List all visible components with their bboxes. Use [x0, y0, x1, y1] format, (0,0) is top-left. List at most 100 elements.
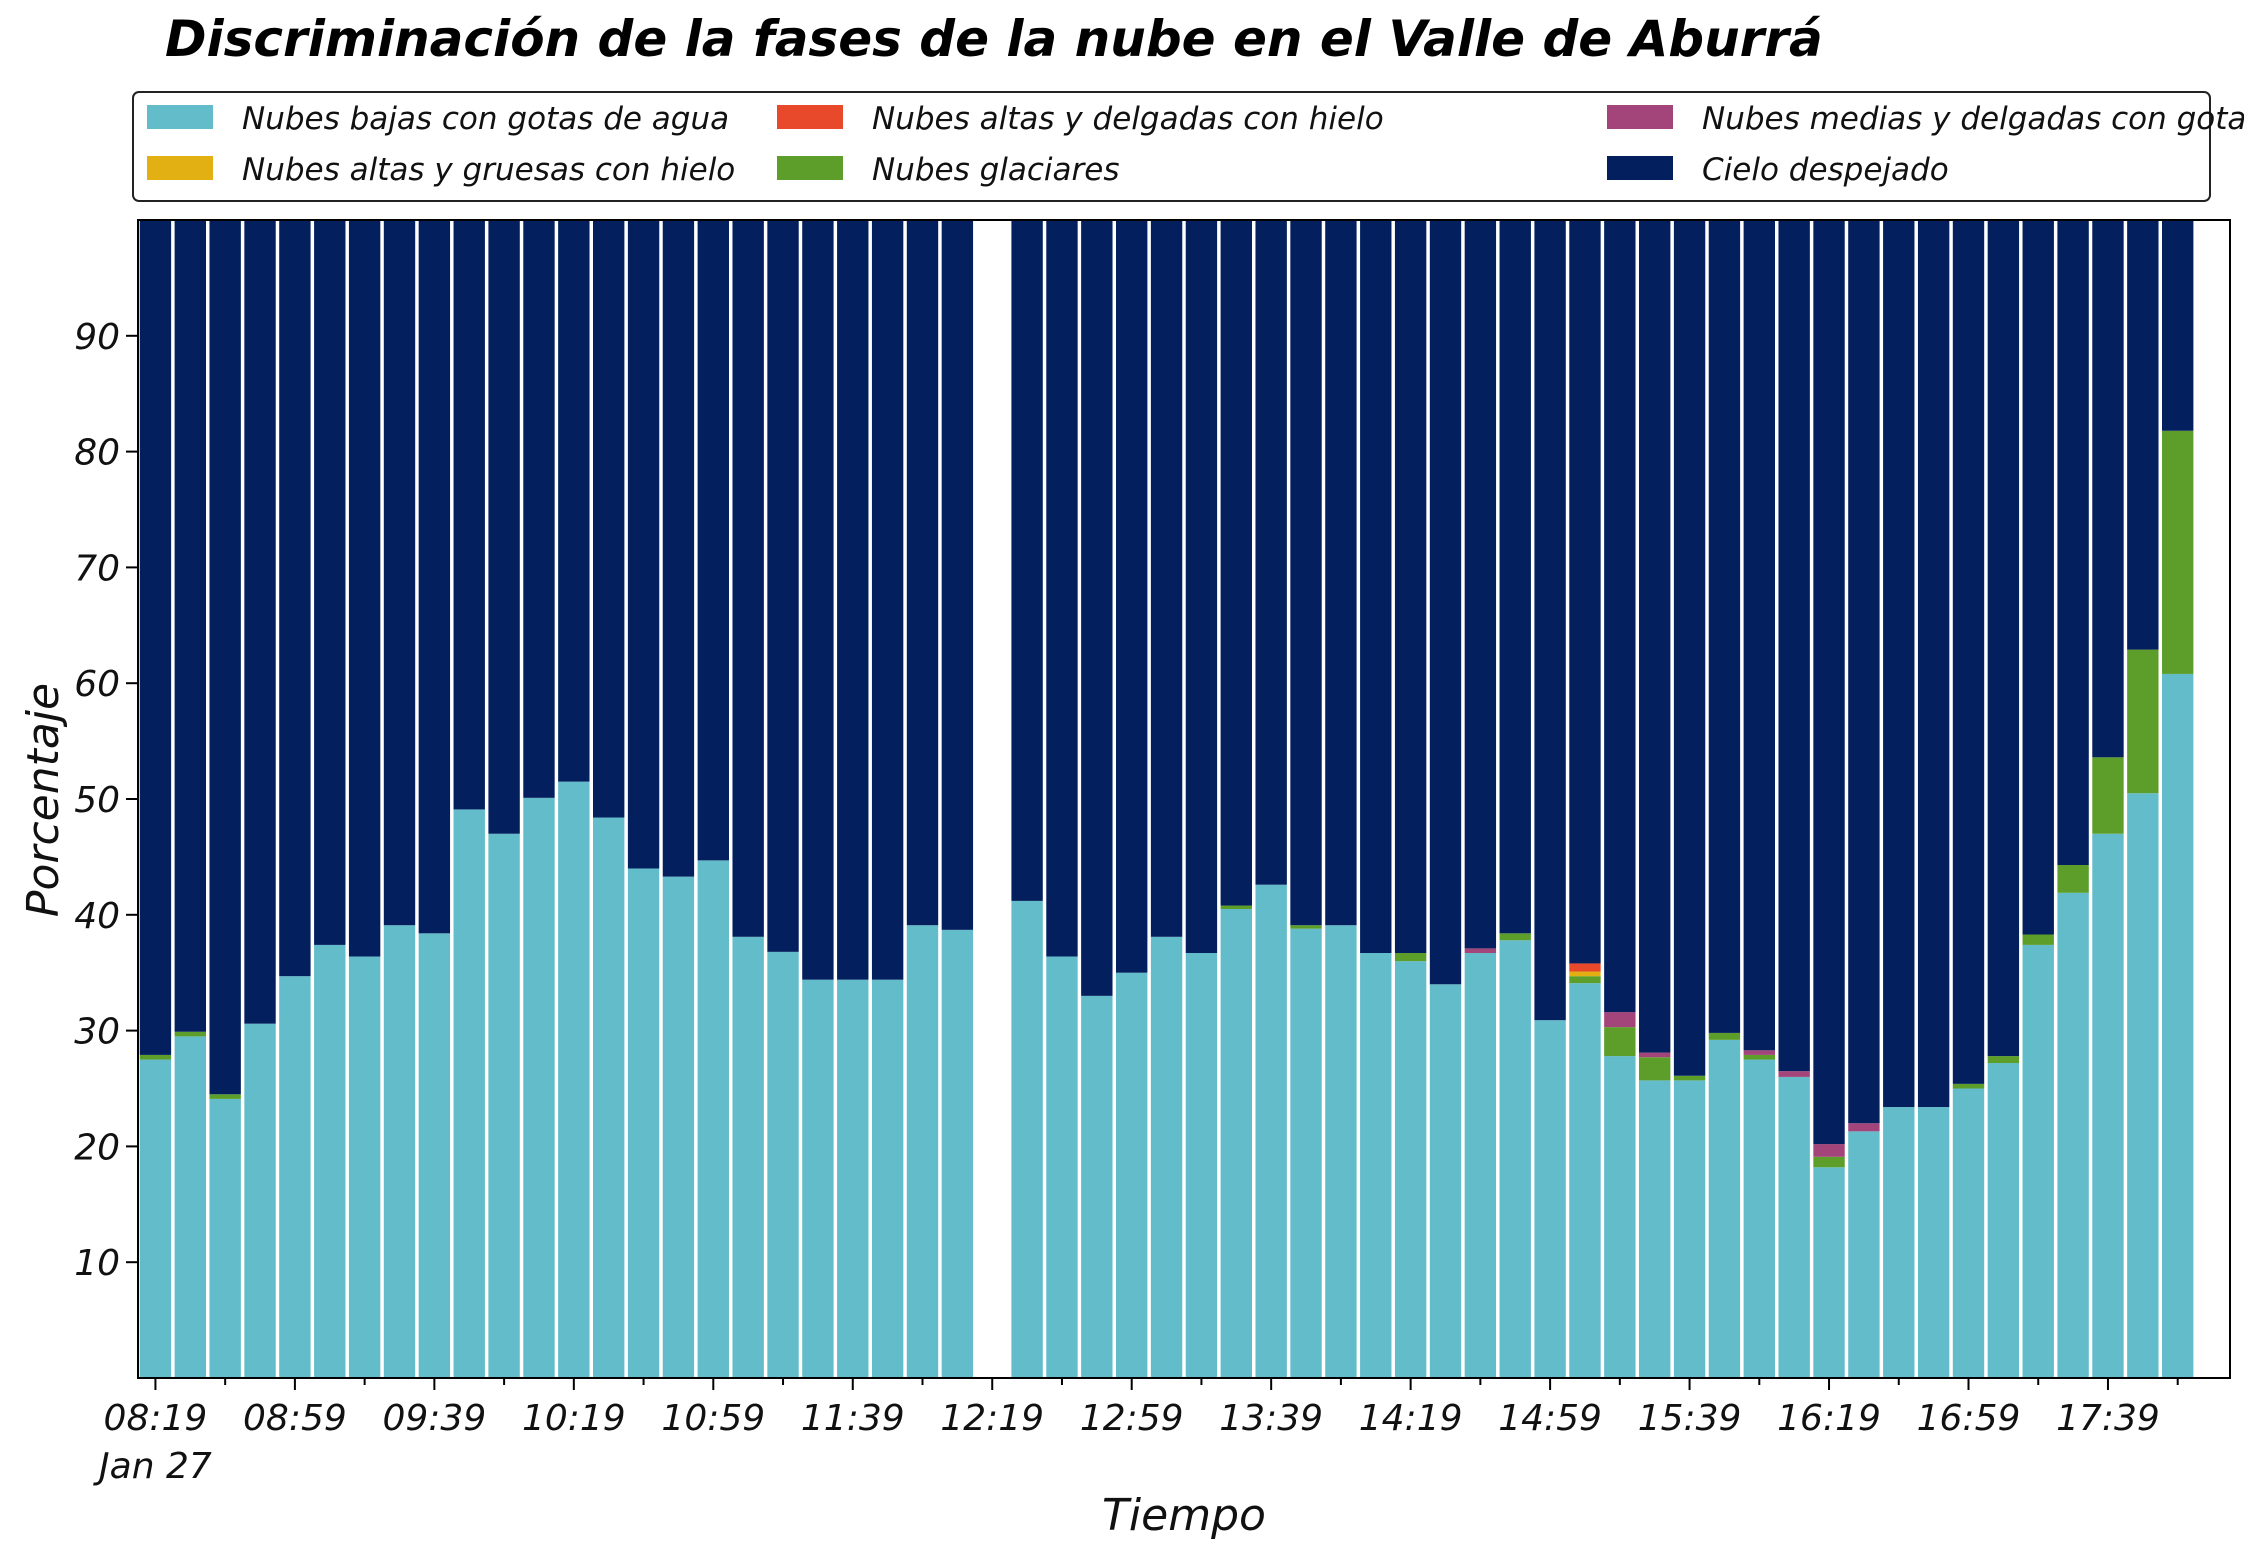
bar-1739-nubes-bajas-con-gotas-de-agua	[2092, 833, 2124, 1378]
bar-1759-nubes-glaciares	[2162, 430, 2194, 674]
bar-1659-nubes-glaciares	[1952, 1083, 1985, 1089]
bar-1209-cielo-despejado	[941, 220, 974, 930]
bar-1159-nubes-bajas-con-gotas-de-agua	[906, 925, 939, 1378]
chart-title: Discriminación de la fases de la nube en…	[165, 10, 1823, 68]
x-tick-label-1139: 11:39	[801, 1398, 905, 1439]
bar-1459-nubes-bajas-con-gotas-de-agua	[1534, 1020, 1566, 1378]
bar-1609-nubes-bajas-con-gotas-de-agua	[1778, 1076, 1810, 1378]
bar-1309-nubes-bajas-con-gotas-de-agua	[1150, 936, 1183, 1378]
bar-0849-cielo-despejado	[244, 220, 276, 1024]
bar-1429-cielo-despejado	[1429, 220, 1462, 985]
bar-1629-nubes-bajas-con-gotas-de-agua	[1848, 1131, 1880, 1378]
x-axis-label: Tiempo	[1102, 1490, 1266, 1541]
x-tick-label-1019: 10:19	[522, 1398, 626, 1439]
bar-1329-nubes-bajas-con-gotas-de-agua	[1220, 909, 1252, 1378]
legend-swatch-nubes-medias-y-delgadas-con-gotas-de-agua	[1607, 105, 1673, 129]
bar-1119-cielo-despejado	[767, 220, 799, 952]
x-axis: 08:19 Jan 27 08:59 09:39 10:19 10:59 11:39 12:1…	[93, 1378, 2179, 1487]
bar-1439-cielo-despejado	[1464, 220, 1497, 949]
bar-1459-cielo-despejado	[1534, 220, 1566, 1021]
bar-1719-nubes-bajas-con-gotas-de-agua	[2022, 944, 2054, 1378]
bars-area	[139, 220, 2194, 1378]
bar-1039-nubes-bajas-con-gotas-de-agua	[627, 868, 660, 1378]
bar-0939-nubes-bajas-con-gotas-de-agua	[418, 933, 451, 1378]
bar-0859-cielo-despejado	[279, 220, 311, 977]
legend-label-nubes-medias-y-delgadas-con-gotas-de-agua: Nubes medias y delgadas con gotas de agu…	[1702, 101, 2244, 137]
bar-0829-nubes-glaciares	[174, 1031, 206, 1037]
legend-swatch-nubes-altas-y-gruesas-con-hielo	[147, 156, 213, 180]
bar-0849-nubes-bajas-con-gotas-de-agua	[244, 1023, 276, 1378]
bar-1139-nubes-bajas-con-gotas-de-agua	[837, 979, 869, 1378]
bar-1739-nubes-glaciares	[2092, 757, 2124, 834]
bar-1009-nubes-bajas-con-gotas-de-agua	[523, 797, 555, 1378]
bar-0959-nubes-bajas-con-gotas-de-agua	[488, 833, 520, 1378]
bar-1449-cielo-despejado	[1499, 220, 1531, 934]
bar-0859-nubes-bajas-con-gotas-de-agua	[279, 976, 311, 1378]
bar-1329-nubes-glaciares	[1220, 905, 1252, 910]
x-tick-label-1619: 16:19	[1777, 1398, 1881, 1439]
bar-1039-cielo-despejado	[627, 220, 660, 869]
bar-1149-cielo-despejado	[871, 220, 904, 980]
bar-1339-nubes-bajas-con-gotas-de-agua	[1255, 884, 1287, 1378]
bar-1429-nubes-bajas-con-gotas-de-agua	[1429, 984, 1462, 1378]
x-tick-sublabel-date: Jan 27	[93, 1446, 212, 1487]
bar-1709-cielo-despejado	[1987, 220, 2020, 1057]
bar-1729-cielo-despejado	[2057, 220, 2089, 866]
bar-1649-nubes-bajas-con-gotas-de-agua	[1917, 1107, 1950, 1378]
bar-0929-cielo-despejado	[383, 220, 416, 926]
bar-1229-cielo-despejado	[1011, 220, 1043, 901]
bar-1749-nubes-glaciares	[2127, 649, 2159, 794]
bar-1559-cielo-despejado	[1743, 220, 1775, 1051]
bar-0909-nubes-bajas-con-gotas-de-agua	[314, 944, 346, 1378]
legend: Nubes bajas con gotas de agua Nubes altas…	[132, 91, 2244, 202]
bar-0909-cielo-despejado	[314, 220, 346, 945]
bar-1229-nubes-bajas-con-gotas-de-agua	[1011, 900, 1043, 1378]
bar-1159-cielo-despejado	[906, 220, 939, 926]
bar-1549-nubes-glaciares	[1708, 1032, 1741, 1040]
bar-1359-cielo-despejado	[1325, 220, 1357, 926]
bar-1319-cielo-despejado	[1185, 220, 1218, 954]
bar-1029-nubes-bajas-con-gotas-de-agua	[593, 817, 625, 1378]
bar-0959-cielo-despejado	[488, 220, 520, 834]
x-tick-label-0859: 08:59	[243, 1398, 347, 1439]
bar-1009-cielo-despejado	[523, 220, 555, 798]
x-tick-label-1219: 12:19	[940, 1398, 1044, 1439]
bar-1709-nubes-bajas-con-gotas-de-agua	[1987, 1063, 2020, 1378]
bar-1059-nubes-bajas-con-gotas-de-agua	[697, 860, 729, 1378]
bar-1149-nubes-bajas-con-gotas-de-agua	[871, 979, 904, 1378]
bar-0949-cielo-despejado	[453, 220, 485, 810]
bar-1419-nubes-bajas-con-gotas-de-agua	[1394, 961, 1427, 1378]
bar-1629-nubes-medias-y-delgadas-con-gotas-de-agua	[1848, 1123, 1880, 1132]
bar-1749-nubes-bajas-con-gotas-de-agua	[2127, 793, 2159, 1378]
bar-1509-nubes-glaciares	[1569, 976, 1601, 984]
bar-1249-cielo-despejado	[1081, 220, 1113, 996]
legend-swatch-cielo-despejado	[1607, 156, 1673, 180]
bar-0949-nubes-bajas-con-gotas-de-agua	[453, 809, 485, 1378]
bar-0929-nubes-bajas-con-gotas-de-agua	[383, 925, 416, 1378]
x-tick-label-1259: 12:59	[1080, 1398, 1184, 1439]
bar-1659-nubes-bajas-con-gotas-de-agua	[1952, 1088, 1985, 1378]
bar-1109-nubes-bajas-con-gotas-de-agua	[732, 936, 764, 1378]
bar-1439-nubes-medias-y-delgadas-con-gotas-de-agua	[1464, 948, 1497, 954]
bar-1239-cielo-despejado	[1046, 220, 1078, 957]
bar-1559-nubes-bajas-con-gotas-de-agua	[1743, 1059, 1775, 1378]
bar-1729-nubes-glaciares	[2057, 865, 2089, 893]
bar-1049-nubes-bajas-con-gotas-de-agua	[662, 876, 695, 1378]
bar-1539-cielo-despejado	[1673, 220, 1706, 1076]
legend-label-nubes-altas-y-delgadas-con-hielo: Nubes altas y delgadas con hielo	[872, 101, 1384, 137]
bar-0819-cielo-despejado	[139, 220, 172, 1055]
legend-label-nubes-bajas-con-gotas-de-agua: Nubes bajas con gotas de agua	[242, 101, 729, 137]
bar-1339-cielo-despejado	[1255, 220, 1287, 885]
bar-1449-nubes-glaciares	[1499, 933, 1531, 941]
bar-1639-cielo-despejado	[1883, 220, 1915, 1108]
bar-1759-nubes-bajas-con-gotas-de-agua	[2162, 673, 2194, 1378]
bar-0829-cielo-despejado	[174, 220, 206, 1032]
bar-1749-cielo-despejado	[2127, 220, 2159, 650]
y-axis: 10 20 30 40 50 60 70 80 90	[74, 317, 138, 1284]
bar-1509-nubes-bajas-con-gotas-de-agua	[1569, 983, 1601, 1378]
bar-1619-nubes-glaciares	[1813, 1156, 1845, 1168]
bar-1659-cielo-despejado	[1952, 220, 1985, 1084]
bar-1439-nubes-bajas-con-gotas-de-agua	[1464, 953, 1497, 1378]
bar-1349-nubes-glaciares	[1290, 925, 1322, 929]
